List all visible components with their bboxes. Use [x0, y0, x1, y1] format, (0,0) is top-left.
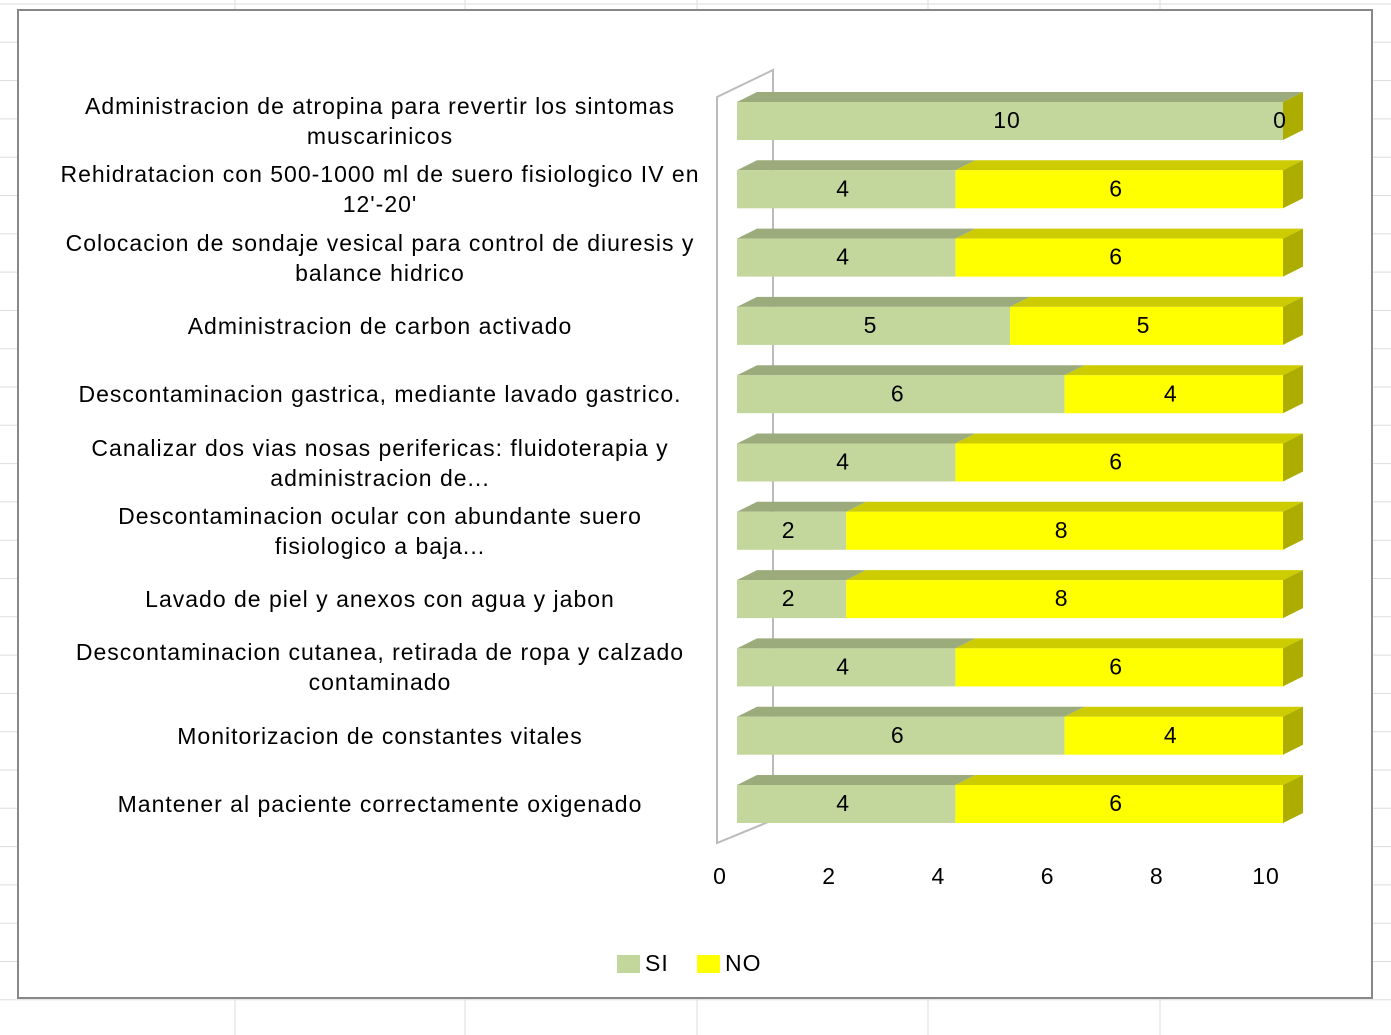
bar [1064, 375, 1283, 414]
data-label: 4 [836, 790, 850, 816]
data-label: 2 [782, 517, 796, 543]
data-label: 6 [1109, 653, 1123, 679]
bar [737, 785, 956, 823]
bar [955, 785, 1283, 823]
bar [955, 170, 1283, 209]
bar-top [737, 706, 1085, 717]
bar [1010, 306, 1283, 345]
bar [955, 443, 1283, 482]
bar-side [1283, 92, 1303, 140]
bar [737, 648, 956, 687]
bar [737, 443, 956, 482]
bar [1064, 716, 1283, 755]
bar-top [737, 775, 976, 785]
bar-top [737, 228, 976, 239]
category-label: Lavado de piel y anexos con agua y jabon [145, 586, 615, 613]
data-label: 8 [1055, 517, 1069, 543]
bar-top [846, 501, 1303, 512]
bar-top [1064, 706, 1303, 717]
bar [846, 511, 1283, 550]
bar-top [737, 501, 867, 512]
bar-side [1283, 570, 1303, 619]
bar-side [1283, 228, 1303, 277]
bar [955, 648, 1283, 687]
x-tick-label: 6 [1041, 863, 1055, 889]
x-tick-label: 2 [822, 863, 836, 889]
bar [737, 511, 847, 550]
bar-side [1283, 775, 1303, 823]
category-label: Descontaminacion ocular con abundante su… [118, 502, 642, 559]
bar-top [737, 433, 976, 444]
bar-top [737, 92, 1303, 102]
data-label: 4 [1164, 722, 1178, 748]
bar-top [737, 570, 867, 581]
data-label: 2 [782, 585, 796, 611]
bar-side [1283, 160, 1303, 209]
data-label: 10 [993, 107, 1021, 133]
bar [737, 238, 956, 277]
bar-top [955, 638, 1303, 649]
bar-top [846, 570, 1303, 581]
bar-top [1064, 365, 1303, 376]
bar-side [1283, 638, 1303, 687]
bar-top [1010, 296, 1303, 307]
data-label: 8 [1055, 585, 1069, 611]
category-label: Colocacion de sondaje vesical para contr… [65, 229, 695, 286]
bar-side [1283, 296, 1303, 345]
data-label: 4 [836, 175, 850, 201]
data-label: 4 [836, 653, 850, 679]
bar-top [955, 775, 1303, 785]
data-label: 6 [1109, 244, 1123, 270]
bar-top [737, 296, 1030, 307]
bar-top [955, 433, 1303, 444]
bar-top [737, 160, 976, 171]
bar-side [1283, 501, 1303, 550]
bar [846, 580, 1283, 619]
data-label: 4 [836, 244, 850, 270]
bar-top [737, 638, 976, 649]
data-label: 0 [1273, 107, 1287, 133]
data-label: 6 [1109, 175, 1123, 201]
bar [737, 102, 1283, 140]
bar [737, 170, 956, 209]
bar [955, 238, 1283, 277]
x-tick-label: 4 [932, 863, 946, 889]
legend-swatch [697, 955, 720, 973]
data-label: 6 [1109, 790, 1123, 816]
bar-top [955, 160, 1303, 171]
bar-top [955, 228, 1303, 239]
category-label: Mantener al paciente correctamente oxige… [117, 791, 643, 817]
bar-side [1283, 706, 1303, 755]
category-label: Monitorizacion de constantes vitales [177, 722, 583, 749]
legend-label: NO [725, 950, 762, 976]
bar [737, 375, 1065, 414]
category-label: Administracion de atropina para revertir… [85, 93, 675, 149]
bar [737, 716, 1065, 755]
x-tick-label: 8 [1150, 863, 1164, 889]
x-tick-label: 0 [713, 863, 727, 889]
data-label: 5 [864, 312, 878, 338]
category-label: Administracion de carbon activado [187, 312, 573, 339]
category-label: Descontaminacion cutanea, retirada de ro… [75, 639, 685, 696]
legend-label: SI [645, 950, 669, 976]
category-label: Descontaminacion gastrica, mediante lava… [78, 381, 682, 408]
data-label: 6 [891, 722, 905, 748]
data-label: 5 [1137, 312, 1151, 338]
category-label: Rehidratacion con 500-1000 ml de suero f… [60, 161, 700, 218]
data-label: 6 [1109, 449, 1123, 475]
bar [737, 306, 1010, 345]
data-label: 4 [836, 449, 850, 475]
legend-swatch [617, 955, 640, 973]
data-label: 4 [1164, 380, 1178, 406]
bar [737, 580, 847, 619]
data-label: 6 [891, 380, 905, 406]
x-tick-label: 10 [1252, 863, 1280, 889]
bar-top [737, 365, 1085, 376]
bar-side [1283, 365, 1303, 414]
bar-side [1283, 433, 1303, 482]
category-label: Canalizar dos vias nosas perifericas: fl… [91, 434, 669, 491]
